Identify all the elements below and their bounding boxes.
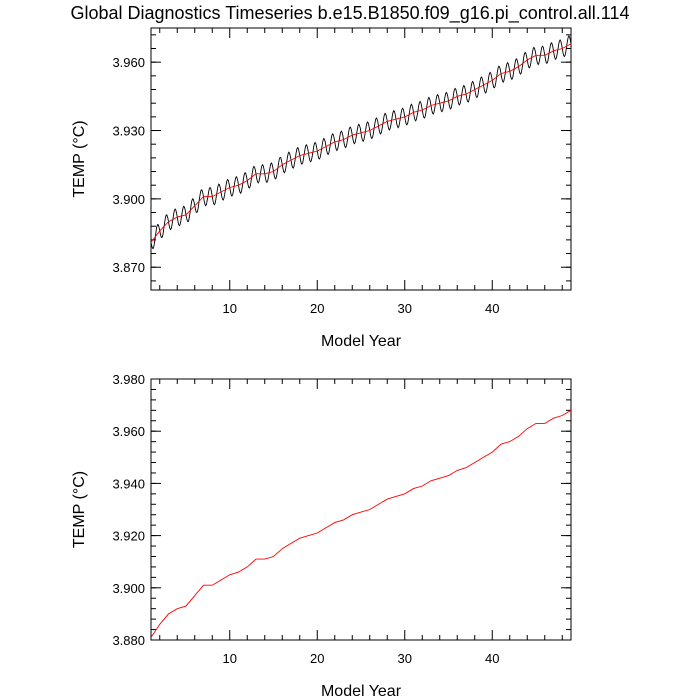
plot-frame [150, 378, 572, 641]
y-tick-label: 3.960 [112, 55, 145, 70]
trend-line [151, 409, 571, 638]
x-tick-label: 10 [223, 301, 237, 316]
top-timeseries-plot: 10 20 30 40 3.870 3.900 3.930 3.960 Model Year TE… [71, 27, 572, 350]
y-tick-label: 3.960 [112, 424, 145, 439]
x-tick-label: 20 [310, 651, 324, 666]
monthly-line [151, 35, 571, 249]
y-tick-label: 3.940 [112, 476, 145, 491]
x-tick-label: 10 [223, 651, 237, 666]
trend-line [151, 43, 571, 243]
x-tick-label: 30 [398, 301, 412, 316]
x-axis-title: Model Year [321, 333, 402, 350]
y-tick-label: 3.870 [112, 260, 145, 275]
y-tick-label: 3.920 [112, 529, 145, 544]
y-tick-label: 3.980 [112, 372, 145, 387]
y-tick-label: 3.880 [112, 633, 145, 648]
x-tick-label: 40 [485, 651, 499, 666]
y-tick-label: 3.900 [112, 192, 145, 207]
y-axis-title: TEMP (°C) [71, 471, 88, 548]
x-tick-label: 40 [485, 301, 499, 316]
x-tick-label: 20 [310, 301, 324, 316]
x-axis-title: Model Year [321, 683, 402, 700]
y-axis-title: TEMP (°C) [71, 120, 88, 197]
y-tick-label: 3.900 [112, 581, 145, 596]
y-tick-label: 3.930 [112, 124, 145, 139]
bottom-timeseries-plot: 10 20 30 40 3.880 3.900 3.920 3.940 3.960 3.980 Mo… [71, 372, 572, 700]
figure-title: Global Diagnostics Timeseries b.e15.B185… [70, 3, 630, 23]
plot-frame [150, 27, 572, 291]
x-tick-label: 30 [398, 651, 412, 666]
